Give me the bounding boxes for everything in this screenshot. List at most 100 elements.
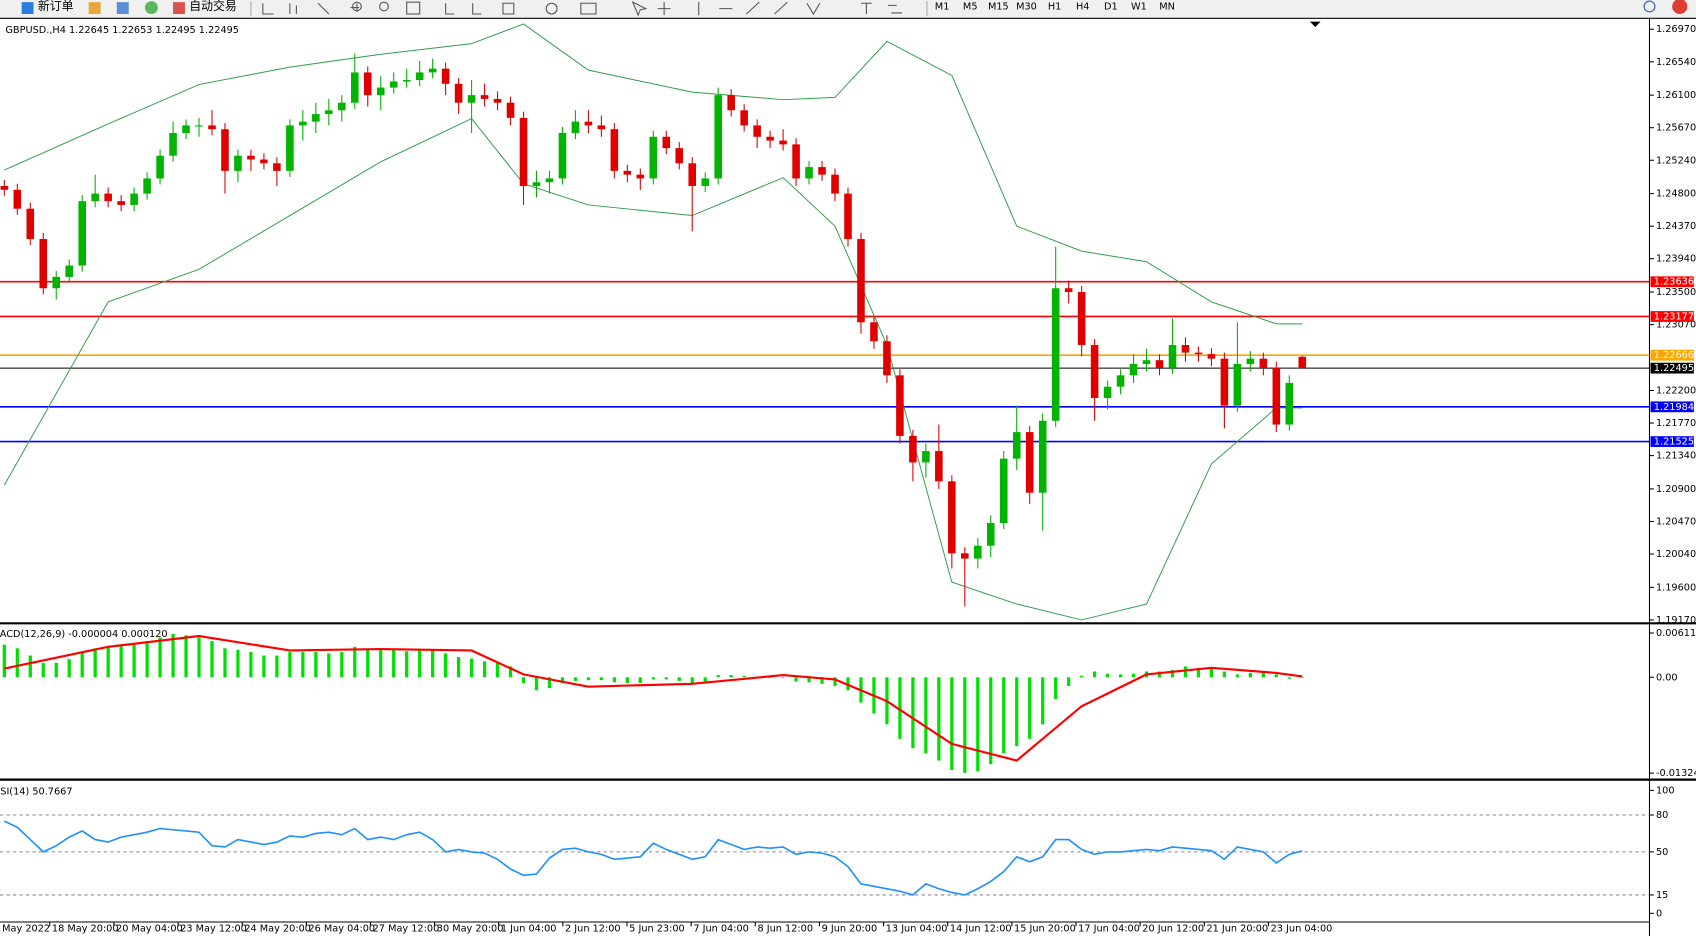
price-level-tag (1650, 401, 1694, 413)
timeframe-button[interactable]: W1 (1131, 1, 1147, 12)
macd-bar (963, 677, 967, 773)
timeframe-button[interactable]: M30 (1016, 1, 1037, 12)
x-tick-label: May 2022 (2, 923, 50, 934)
macd-bar (1248, 672, 1252, 678)
x-tick-label: 18 May 20:00 (52, 923, 119, 934)
y-tick-label: 50 (1656, 847, 1668, 858)
candle-body (299, 121, 307, 126)
y-tick-label: 1.23940 (1656, 254, 1696, 265)
icon[interactable] (21, 2, 34, 15)
x-tick-label: 23 May 12:00 (180, 923, 247, 934)
icon[interactable] (144, 1, 158, 15)
macd-bar (418, 650, 422, 678)
candle-body (1220, 358, 1229, 406)
chart-shift-marker (1309, 21, 1321, 27)
x-tick-label: 1 Jun 04:00 (501, 923, 557, 934)
icon[interactable] (262, 2, 360, 15)
timeframe-button[interactable]: H4 (1076, 1, 1090, 12)
candle-body (169, 133, 177, 156)
candle-body (831, 174, 839, 194)
chart-title: GBPUSD.,H4 1.22645 1.22653 1.22495 1.224… (5, 25, 239, 36)
price-level-tag (1650, 349, 1694, 361)
candle-body (636, 174, 645, 179)
macd-bar (1157, 671, 1162, 678)
x-tick-label: 21 Jun 20:00 (1206, 923, 1268, 934)
x-tick-label: 15 Jun 20:00 (1014, 923, 1076, 934)
timeframe-button[interactable]: D1 (1104, 1, 1118, 12)
timeframe-button[interactable]: M15 (988, 1, 1009, 12)
autotrading[interactable]: 自动交易 (189, 0, 237, 13)
macd-bar (54, 662, 58, 678)
candle-body (818, 167, 826, 175)
candle-body (247, 155, 255, 160)
price-level-label: 1.22666 (1654, 350, 1694, 361)
candle-body (701, 178, 710, 187)
macd-bar (521, 677, 526, 684)
candle-body (286, 125, 294, 171)
price-level-label: 1.21984 (1654, 402, 1694, 413)
timeframe-button[interactable]: H1 (1048, 1, 1062, 12)
candle-body (1025, 432, 1034, 493)
candle-body (1168, 345, 1177, 368)
y-tick-label: 0.006114 (1656, 628, 1696, 639)
candle-body (1116, 375, 1125, 387)
price-level-tag (1650, 276, 1694, 288)
macd-bar (1170, 670, 1175, 678)
icon[interactable] (116, 2, 129, 15)
candle-body (65, 265, 74, 277)
macd-bar (716, 675, 720, 678)
candle-body (1012, 432, 1021, 459)
candle-body (260, 159, 268, 164)
candle-body (1233, 363, 1242, 406)
y-tick-label: 100 (1656, 785, 1675, 796)
tool-icons[interactable] (262, 1, 903, 17)
candle-body (195, 125, 203, 127)
icon[interactable] (379, 1, 389, 12)
timeframe-button[interactable]: M1 (935, 1, 950, 12)
y-tick-label: 1.22200 (1656, 385, 1696, 396)
x-tick-label: 5 Jun 23:00 (629, 923, 685, 934)
macd-bar (664, 677, 668, 680)
macd-bar (249, 651, 253, 678)
macd-bar (677, 677, 681, 681)
macd-title: MACD(12,26,9) -0.000004 0.000120 (0, 629, 168, 640)
macd-signal (4, 634, 1303, 762)
icon[interactable] (445, 1, 903, 17)
icon[interactable] (352, 1, 362, 12)
new-order[interactable]: 新订单 (38, 0, 74, 13)
x-tick-label: 7 Jun 04:00 (693, 923, 749, 934)
candle-body (1103, 386, 1112, 399)
macd-bar (651, 677, 655, 680)
icon[interactable] (88, 2, 101, 15)
candle-body (662, 136, 671, 149)
macd-bar (1261, 672, 1265, 678)
y-tick-label: 1.21340 (1656, 451, 1696, 462)
icon[interactable] (173, 2, 185, 15)
icon[interactable] (406, 1, 421, 15)
candle-body (1090, 345, 1099, 399)
y-tick-label: 0 (1656, 908, 1662, 919)
candle-body (91, 193, 99, 202)
x-tick-label: 23 Jun 04:00 (1271, 923, 1333, 934)
candle-body (441, 68, 450, 84)
y-tick-label: 1.23070 (1656, 320, 1696, 331)
y-tick-label: 1.20470 (1656, 516, 1696, 527)
candle-body (1298, 356, 1307, 369)
candle-body (389, 81, 398, 88)
notification[interactable] (1672, 0, 1688, 15)
macd-bar (781, 677, 785, 678)
search-icon[interactable] (1643, 0, 1656, 13)
x-tick-label: 2 Jun 12:00 (565, 923, 621, 934)
timeframe-button[interactable]: MN (1159, 1, 1175, 12)
candle-body (766, 136, 774, 141)
macd-bar (612, 677, 616, 683)
price-level-label: 1.22495 (1654, 363, 1694, 374)
timeframe-button[interactable]: M5 (963, 1, 978, 12)
macd-bar (41, 662, 45, 678)
macd-bar (703, 677, 707, 682)
macd-bar (119, 646, 123, 678)
macd-bar (599, 677, 604, 681)
y-tick-label: 1.20900 (1656, 484, 1696, 495)
price-level-tag (1650, 362, 1694, 374)
macd-bar (547, 677, 552, 689)
